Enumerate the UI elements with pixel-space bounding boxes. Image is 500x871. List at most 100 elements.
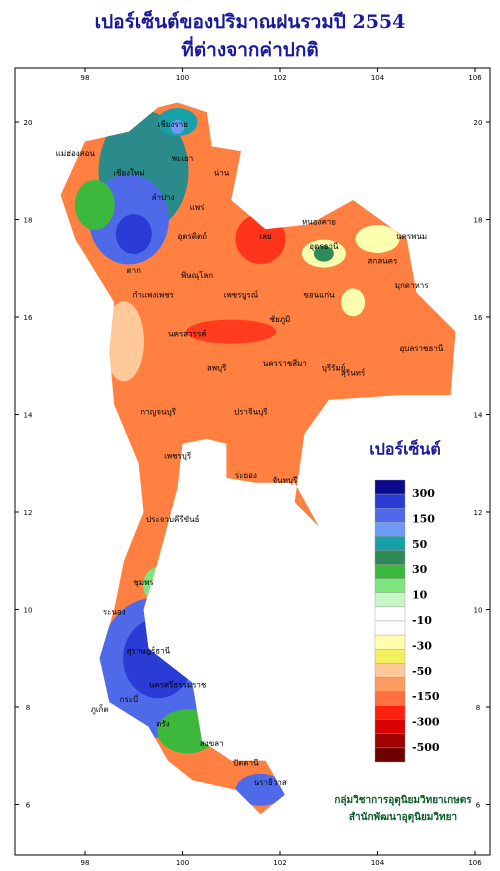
province-label: ขอนแก่น — [303, 291, 335, 300]
credit-line: สำนักพัฒนาอุตุนิยมวิทยา — [349, 811, 457, 823]
province-label: หนองคาย — [302, 217, 336, 226]
lon-tick-label: 104 — [371, 859, 385, 867]
legend-swatch — [374, 479, 406, 495]
title-line: เปอร์เซ็นต์ของปริมาณฝนรวมปี 2554 — [95, 9, 406, 33]
legend-swatch — [374, 606, 406, 622]
legend-swatch — [374, 592, 406, 608]
lon-tick-label: 106 — [468, 859, 482, 867]
province-label: กาญจนบุรี — [140, 408, 176, 417]
province-label: นราธิวาส — [254, 778, 287, 787]
province-label: พิษณุโลก — [181, 270, 213, 280]
province-label: แม่ฮ่องสอน — [56, 149, 96, 158]
province-label: ภูเก็ต — [91, 704, 109, 715]
province-label: นครศรีธรรมราช — [149, 681, 207, 690]
lat-tick-label: 18 — [474, 217, 483, 225]
legend-label: -50 — [412, 665, 432, 678]
province-label: เลย — [259, 232, 271, 241]
legend-swatch — [374, 493, 406, 509]
legend-label: 50 — [412, 538, 428, 551]
province-label: ชุมพร — [133, 578, 154, 587]
province-label: สุราษฎร์ธานี — [127, 645, 171, 655]
rain-zone — [186, 319, 277, 344]
province-label: กำแพงเพชร — [133, 291, 175, 300]
province-label: เชียงราย — [158, 120, 188, 129]
legend-swatch — [374, 634, 406, 650]
legend: 300 150 50 30 10 -10 -30 -50 -150 -300 -500 — [374, 479, 440, 763]
province-label: ประจวบคีรีขันธ์ — [146, 514, 200, 524]
province-label: น่าน — [214, 169, 230, 178]
province-label: ปราจีนบุรี — [234, 408, 268, 417]
province-label: นครราชสีมา — [263, 359, 307, 368]
lon-tick-label: 102 — [273, 74, 286, 82]
province-label: นครพนม — [396, 232, 427, 241]
province-label: เชียงใหม่ — [113, 169, 144, 178]
legend-swatch — [374, 677, 406, 692]
legend-swatch — [374, 691, 406, 706]
lat-tick-label: 20 — [24, 119, 33, 127]
lat-tick-label: 16 — [474, 314, 483, 322]
legend-swatch — [374, 649, 406, 664]
province-label: อุบลราชธานี — [399, 344, 443, 353]
lon-tick-label: 98 — [81, 859, 90, 867]
lat-tick-label: 18 — [24, 217, 33, 225]
province-label: ลำปาง — [152, 193, 175, 202]
legend-swatch — [374, 620, 406, 636]
legend-label: 30 — [412, 563, 428, 576]
lat-tick-label: 6 — [476, 802, 481, 810]
lat-tick-label: 16 — [24, 314, 33, 322]
province-label: ระนอง — [103, 607, 126, 616]
country-fill — [60, 102, 456, 815]
lon-tick-label: 98 — [81, 74, 90, 82]
province-label: อุดรธานี — [309, 242, 339, 251]
legend-swatch — [374, 747, 406, 763]
lat-tick-label: 6 — [26, 802, 31, 810]
legend-label: -10 — [412, 614, 432, 627]
lat-tick-label: 8 — [26, 704, 30, 712]
province-label: แพร่ — [190, 203, 205, 212]
province-label: สกลนคร — [368, 256, 398, 265]
rain-zone — [235, 773, 286, 806]
lat-tick-label: 14 — [474, 412, 483, 420]
lat-tick-label: 20 — [474, 119, 483, 127]
rain-zone — [104, 301, 144, 382]
lat-tick-label: 10 — [474, 607, 483, 615]
legend-label: -500 — [412, 741, 440, 754]
province-label: อุตรดิตถ์ — [177, 231, 207, 241]
title-line: ที่ต่างจากค่าปกติ — [181, 36, 318, 61]
lon-tick-label: 100 — [176, 74, 189, 82]
lon-tick-label: 102 — [273, 859, 286, 867]
rain-zone — [341, 288, 366, 317]
legend-label: -300 — [412, 716, 440, 729]
province-label: ปัตตานี — [233, 759, 259, 768]
rain-zone — [74, 179, 115, 230]
province-label: ลพบุรี — [207, 364, 227, 373]
legend-swatch — [374, 705, 406, 720]
province-label: ตรัง — [156, 720, 169, 729]
rain-zone — [170, 119, 185, 134]
legend-label: 300 — [412, 487, 435, 500]
province-label: ระยอง — [235, 471, 257, 480]
legend-swatch — [374, 550, 406, 565]
province-label: ชัยภูมิ — [270, 315, 291, 325]
province-label: จันทบุรี — [272, 476, 298, 485]
lon-tick-label: 104 — [371, 74, 385, 82]
province-label: บุรีรัมย์ — [322, 363, 346, 373]
legend-swatch — [374, 536, 406, 551]
lat-tick-label: 10 — [24, 607, 33, 615]
lat-tick-label: 12 — [24, 509, 33, 517]
province-label: นครสวรรค์ — [168, 329, 206, 339]
province-label: เพชรบูรณ์ — [224, 290, 259, 301]
rain-zone — [313, 245, 334, 262]
lat-tick-label: 14 — [24, 412, 33, 420]
province-label: สุรินทร์ — [341, 368, 366, 378]
province-label: เพชรบุรี — [164, 451, 192, 460]
legend-swatch — [374, 564, 406, 579]
province-label: สงขลา — [200, 739, 224, 748]
credit-line: กลุ่มวิชาการอุตุนิยมวิทยาเกษตร — [334, 794, 472, 806]
legend-label: 150 — [412, 512, 435, 525]
legend-swatch — [374, 719, 406, 735]
legend-swatch — [374, 522, 406, 537]
legend-title: เปอร์เซ็นต์ — [369, 438, 440, 459]
